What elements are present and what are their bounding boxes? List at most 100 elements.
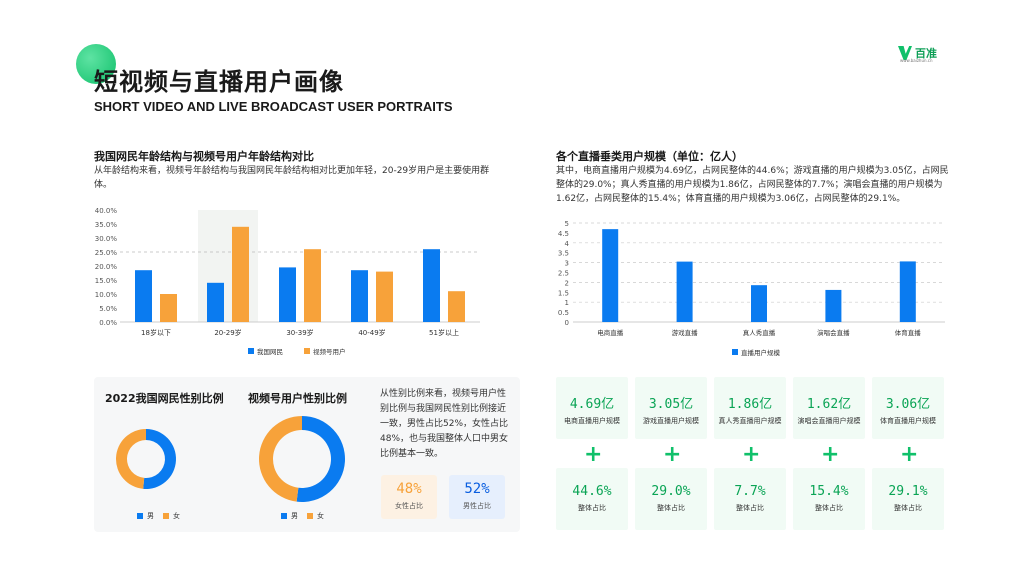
y-tick-label: 5.0% [99, 305, 117, 313]
y-tick-label: 3.5 [558, 250, 569, 258]
page-title: 短视频与直播用户画像 [94, 68, 344, 96]
scale-label: 电商直播用户规模 [564, 417, 620, 425]
percent-value: 7.7% [734, 484, 766, 499]
pie-slice-female [115, 429, 146, 489]
percent-value: 29.0% [651, 484, 691, 499]
x-tick-label: 演唱会直播 [817, 328, 850, 337]
legend-label: 直播用户规模 [741, 348, 781, 357]
percent-label: 整体占比 [657, 504, 685, 512]
legend-label: 男 [291, 512, 298, 520]
x-tick-label: 体育直播 [895, 328, 922, 337]
percent-value: 44.6% [572, 484, 612, 499]
legend-swatch [163, 513, 169, 519]
donut1-legend-male: 男 [137, 511, 154, 521]
donut2-legend-male: 男 [281, 511, 298, 521]
y-tick-label: 10.0% [95, 291, 118, 299]
scale-card: 1.62亿演唱会直播用户规模 [793, 377, 865, 439]
male-ratio-label: 男性占比 [463, 502, 491, 510]
x-tick-label: 20-29岁 [214, 328, 241, 337]
scale-value: 1.86亿 [727, 397, 773, 412]
bar [423, 249, 440, 322]
bar [304, 249, 321, 322]
donut1-legend-female: 女 [163, 511, 180, 521]
y-tick-label: 25.0% [95, 249, 118, 257]
bar [676, 261, 693, 322]
plus-icon: + [900, 442, 919, 467]
legend-label: 女 [317, 512, 324, 520]
y-tick-label: 5 [565, 220, 569, 228]
donut2-legend-female: 女 [307, 511, 324, 521]
scale-value: 3.06亿 [885, 397, 931, 412]
bar [351, 270, 368, 322]
plus-icon: + [742, 442, 761, 467]
title-accent-dot [76, 44, 116, 84]
y-tick-label: 40.0% [95, 207, 118, 215]
scale-card: 3.05亿 游戏直播用户规模 [635, 377, 707, 439]
live-chart-desc: 其中，电商直播用户规模为4.69亿，占网民整体的44.6%；游戏直播的用户规模为… [556, 166, 949, 204]
percent-card: 15.4% 整体占比 [793, 468, 865, 530]
male-ratio-box: 52% 男性占比 [449, 475, 505, 519]
y-tick-label: 35.0% [95, 221, 118, 229]
x-tick-label: 真人秀直播 [743, 328, 776, 337]
y-tick-label: 20.0% [95, 263, 118, 271]
legend-label: 女 [173, 512, 180, 520]
percent-card: 44.6% 整体占比 [556, 468, 628, 530]
percent-card: 7.7% 整体占比 [714, 468, 786, 530]
y-tick-label: 4 [565, 240, 570, 248]
percent-label: 整体占比 [578, 504, 606, 512]
age-chart-desc: 从年龄结构来看，视频号年龄结构与我国网民年龄结构相对比更加年轻，20-29岁用户… [94, 166, 490, 190]
y-tick-label: 1.5 [558, 289, 569, 297]
y-tick-label: 4.5 [558, 230, 569, 238]
y-tick-label: 0.0% [99, 319, 117, 327]
female-ratio-box: 48% 女性占比 [381, 475, 437, 519]
page-subtitle: SHORT VIDEO AND LIVE BROADCAST USER PORT… [94, 99, 453, 114]
bar [602, 229, 619, 322]
donut1-title: 2022我国网民性别比例 [105, 392, 224, 405]
logo-text: 百准 [915, 47, 937, 60]
bar [279, 267, 296, 322]
live-chart-title: 各个直播垂类用户规模（单位：亿人） [556, 150, 743, 163]
x-tick-label: 40-49岁 [358, 328, 385, 337]
scale-card: 3.06亿体育直播用户规模 [872, 377, 944, 439]
legend-label: 男 [147, 512, 154, 520]
scale-value: 1.62亿 [806, 397, 852, 412]
legend-label: 视频号用户 [313, 347, 346, 356]
logo-url: www.baizhun.cn [900, 58, 933, 63]
x-tick-label: 游戏直播 [672, 328, 699, 337]
donut-chart-netizens [115, 429, 176, 489]
age-chart-title: 我国网民年龄结构与视频号用户年龄结构对比 [94, 150, 314, 163]
donut2-title: 视频号用户性别比例 [248, 392, 347, 405]
bar [160, 294, 177, 322]
scale-value: 4.69亿 [569, 397, 615, 412]
live-bar-chart: 0 0.5 1 1.5 22.5 3 3.5 4 4.5 5 电商直播 游戏直播 真人秀直播 演唱会直播 体… [558, 220, 945, 357]
bar [825, 289, 842, 322]
y-tick-label: 1 [565, 299, 569, 307]
pie-slice-female [258, 416, 302, 502]
percent-value: 29.1% [888, 484, 928, 499]
brand-logo: 百准 [898, 42, 958, 64]
gender-desc: 从性别比例来看，视频号用户性别比例与我国网民性别比例接近一致，男性占比52%，女… [380, 389, 509, 459]
scale-value: 3.05亿 [648, 397, 694, 412]
y-tick-label: 0 [565, 319, 569, 327]
y-tick-label: 30.0% [95, 235, 118, 243]
percent-card: 29.0% 整体占比 [635, 468, 707, 530]
age-bar-chart: 0.0% 5.0% 10.0% 15.0% 20.0% 25.0% 30.0% 35.0% 40… [95, 207, 480, 356]
scale-label: 体育直播用户规模 [880, 417, 936, 425]
scale-label: 演唱会直播用户规模 [797, 417, 861, 425]
plus-icon: + [821, 442, 840, 467]
plus-icon: + [584, 442, 603, 467]
scale-label: 真人秀直播用户规模 [718, 417, 782, 425]
bar [207, 282, 224, 322]
female-ratio-value: 48% [396, 481, 422, 497]
legend-swatch [248, 348, 254, 354]
percent-label: 整体占比 [736, 504, 764, 512]
legend-swatch [304, 348, 310, 354]
y-tick-label: 2.5 [558, 270, 569, 278]
y-tick-label: 0.5 [558, 309, 569, 317]
pie-slice-male [143, 429, 176, 489]
x-tick-label: 电商直播 [597, 328, 624, 337]
scale-card: 4.69亿电商直播用户规模 [556, 377, 628, 439]
bar [376, 271, 393, 322]
male-ratio-value: 52% [464, 481, 490, 497]
bar [448, 291, 465, 322]
